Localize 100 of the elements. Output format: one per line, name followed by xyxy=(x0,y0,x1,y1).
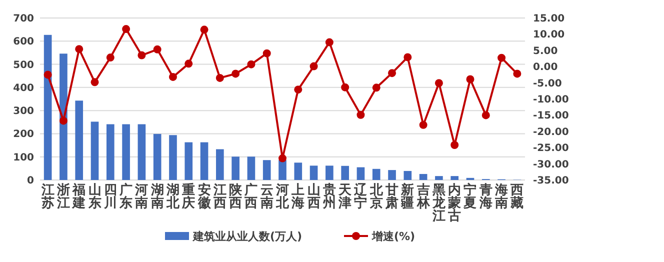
bar xyxy=(169,135,177,180)
point xyxy=(184,60,193,68)
y-tick-label: 100 xyxy=(13,152,34,164)
bar xyxy=(216,149,224,180)
y2-tick-label: -20.00 xyxy=(533,126,569,138)
point xyxy=(216,74,224,82)
bar xyxy=(153,134,162,180)
point xyxy=(168,72,177,81)
x-tick-label: 陕西 xyxy=(228,183,244,211)
bar xyxy=(435,176,443,180)
bar xyxy=(44,34,52,180)
point xyxy=(262,49,271,58)
x-tick-label: 云南 xyxy=(259,183,274,211)
bar xyxy=(278,160,286,180)
x-tick-label: 福建 xyxy=(72,182,86,211)
x-tick-label: 贵州 xyxy=(322,182,336,211)
x-tick-label: 广西 xyxy=(244,182,258,211)
x-tick-label: 青海 xyxy=(478,183,492,211)
point xyxy=(232,70,240,78)
point xyxy=(106,54,114,62)
bar xyxy=(247,156,256,180)
x-tick-label: 宁夏 xyxy=(462,182,477,211)
x-tick-label: 新疆 xyxy=(400,182,414,211)
point xyxy=(247,60,256,68)
y-tick-label: 700 xyxy=(13,14,34,24)
bar xyxy=(106,124,114,180)
y2-tick-label: -30.00 xyxy=(533,159,569,170)
bar xyxy=(75,100,84,180)
y2-tick-label: -5.00 xyxy=(533,78,562,90)
point xyxy=(513,70,522,78)
point xyxy=(200,26,208,34)
x-tick-label: 浙江 xyxy=(56,183,70,211)
x-tick-label: 辽宁 xyxy=(353,183,368,211)
x-tick-label: 河北 xyxy=(275,183,290,211)
x-tick-label: 重庆 xyxy=(181,182,196,211)
point xyxy=(75,45,84,54)
x-tick-label: 天津 xyxy=(338,183,353,211)
legend-label: 增速(%) xyxy=(371,230,416,243)
bar xyxy=(356,167,365,180)
bar xyxy=(122,124,130,180)
point xyxy=(90,78,99,86)
bar xyxy=(450,176,459,180)
y-tick-label: 400 xyxy=(13,82,34,94)
point xyxy=(388,69,396,78)
y2-tick-label: -25.00 xyxy=(533,143,569,154)
y-tick-label: 600 xyxy=(13,36,34,48)
y-tick-label: 300 xyxy=(13,106,34,118)
bar xyxy=(232,156,240,180)
y-tick-label: 0 xyxy=(27,176,34,186)
x-tick-label: 吉林 xyxy=(416,183,431,211)
x-tick-label: 山东 xyxy=(87,183,102,211)
bar xyxy=(184,142,193,180)
y-tick-label: 200 xyxy=(13,129,34,140)
x-tick-label: 甘肃 xyxy=(384,183,399,211)
x-tick-label: 北京 xyxy=(368,183,384,211)
point xyxy=(153,45,162,54)
point xyxy=(482,111,490,120)
point xyxy=(138,51,146,60)
point xyxy=(419,120,428,129)
x-tick-label: 上海 xyxy=(290,183,305,211)
point xyxy=(450,141,459,150)
x-tick-label: 内蒙古 xyxy=(447,183,462,224)
x-tick-label: 湖南 xyxy=(150,183,164,211)
y2-tick-label: -35.00 xyxy=(533,176,569,186)
y2-tick-label: 0.00 xyxy=(533,62,558,74)
bar xyxy=(262,160,271,180)
x-tick-label: 江西 xyxy=(212,183,226,211)
y2-tick-label: -10.00 xyxy=(533,94,569,106)
point xyxy=(372,84,380,92)
y2-tick-label: 15.00 xyxy=(533,14,565,24)
y2-tick-label: -15.00 xyxy=(533,110,569,122)
x-tick-label: 广东 xyxy=(118,182,133,211)
bar xyxy=(388,170,396,180)
bar xyxy=(200,142,208,180)
point xyxy=(44,70,52,79)
x-tick-label: 海南 xyxy=(494,183,508,211)
x-tick-label: 四川 xyxy=(102,183,117,211)
point xyxy=(294,86,302,94)
x-tick-label: 河南 xyxy=(134,183,148,211)
bar xyxy=(138,124,146,180)
y2-tick-label: 5.00 xyxy=(533,46,558,57)
bar xyxy=(294,162,302,180)
bar xyxy=(372,168,380,180)
point xyxy=(356,110,365,119)
point xyxy=(122,25,130,34)
x-tick-label: 湖北 xyxy=(165,183,180,211)
point xyxy=(310,62,318,70)
point xyxy=(466,75,474,84)
x-tick-label: 安徽 xyxy=(196,182,212,211)
bar xyxy=(60,54,68,180)
point xyxy=(341,83,350,92)
y2-tick-label: 10.00 xyxy=(533,30,565,41)
bar xyxy=(90,122,99,180)
point xyxy=(498,54,506,62)
point xyxy=(325,38,334,46)
point xyxy=(278,154,286,162)
x-tick-label: 黑龙江 xyxy=(431,183,446,224)
bar xyxy=(326,166,334,180)
bar xyxy=(341,166,349,180)
bar xyxy=(404,170,412,180)
